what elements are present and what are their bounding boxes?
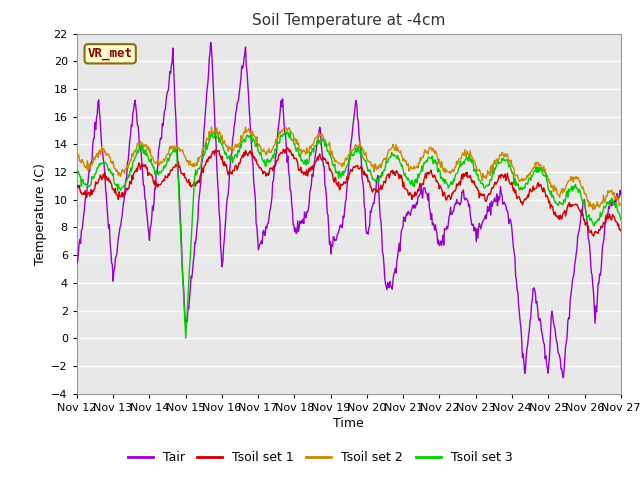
Title: Soil Temperature at -4cm: Soil Temperature at -4cm — [252, 13, 445, 28]
Y-axis label: Temperature (C): Temperature (C) — [34, 163, 47, 264]
Legend: Tair, Tsoil set 1, Tsoil set 2, Tsoil set 3: Tair, Tsoil set 1, Tsoil set 2, Tsoil se… — [123, 446, 517, 469]
Text: VR_met: VR_met — [88, 48, 132, 60]
X-axis label: Time: Time — [333, 417, 364, 430]
